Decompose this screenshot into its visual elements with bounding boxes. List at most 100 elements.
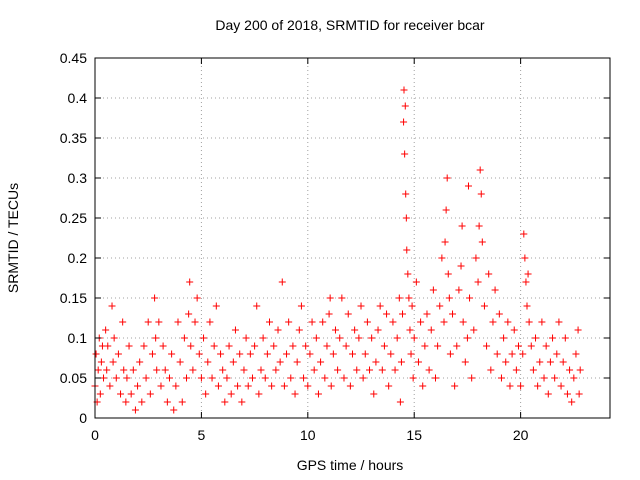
data-point [125, 342, 133, 350]
data-point [240, 366, 248, 374]
data-point [443, 174, 451, 182]
data-point [170, 406, 178, 414]
data-point [287, 374, 295, 382]
y-tick-label: 0.2 [68, 250, 88, 266]
data-point [366, 366, 374, 374]
data-point [200, 334, 208, 342]
data-point [242, 334, 250, 342]
x-tick-label: 20 [513, 427, 529, 443]
data-point [195, 350, 203, 358]
data-point [206, 318, 214, 326]
data-point [159, 342, 167, 350]
data-point [397, 358, 405, 366]
data-point [557, 382, 565, 390]
data-point [323, 342, 331, 350]
data-point [574, 326, 582, 334]
data-point [172, 382, 180, 390]
data-point [506, 382, 514, 390]
x-axis-tick-labels: 0 5 10 15 20 [91, 427, 529, 443]
data-point [399, 310, 407, 318]
data-point [163, 398, 171, 406]
data-point [532, 334, 540, 342]
data-point [566, 366, 574, 374]
data-point [291, 390, 299, 398]
data-point [401, 150, 409, 158]
data-point [94, 366, 102, 374]
data-point [444, 270, 452, 278]
data-point [461, 358, 469, 366]
data-point [304, 382, 312, 390]
data-point [572, 350, 580, 358]
data-point [329, 350, 337, 358]
data-point [327, 382, 335, 390]
data-point [472, 254, 480, 262]
data-point [204, 358, 212, 366]
data-point [441, 238, 449, 246]
data-point [176, 358, 184, 366]
y-tick-label: 0.15 [60, 290, 87, 306]
y-tick-label: 0 [79, 410, 87, 426]
data-point [251, 342, 259, 350]
data-point [353, 366, 361, 374]
data-point [308, 318, 316, 326]
data-point [276, 358, 284, 366]
data-point [359, 374, 367, 382]
data-point [185, 310, 193, 318]
data-point [212, 302, 220, 310]
data-point [193, 294, 201, 302]
data-point [459, 318, 467, 326]
data-point [325, 310, 333, 318]
data-point [119, 318, 127, 326]
data-point [440, 318, 448, 326]
data-point [493, 350, 501, 358]
data-point [372, 358, 380, 366]
y-tick-label: 0.25 [60, 210, 87, 226]
data-point [302, 342, 310, 350]
data-point [140, 342, 148, 350]
data-point [485, 270, 493, 278]
data-point [225, 342, 233, 350]
data-point [529, 366, 537, 374]
data-point [336, 334, 344, 342]
data-point [527, 342, 535, 350]
x-tick-label: 0 [91, 427, 99, 443]
y-tick-label: 0.35 [60, 130, 87, 146]
data-point [231, 326, 239, 334]
data-point [146, 390, 154, 398]
data-point [576, 366, 584, 374]
data-point [502, 358, 510, 366]
data-point [310, 366, 318, 374]
data-point [306, 350, 314, 358]
data-point [500, 334, 508, 342]
data-point [553, 350, 561, 358]
data-point [383, 310, 391, 318]
x-tick-label: 15 [406, 427, 422, 443]
data-point [219, 366, 227, 374]
data-point [131, 406, 139, 414]
x-axis-label: GPS time / hours [297, 457, 404, 473]
data-point [514, 342, 522, 350]
data-point [521, 254, 529, 262]
data-point [540, 374, 548, 382]
y-tick-label: 0.05 [60, 370, 87, 386]
data-point [487, 366, 495, 374]
data-point [402, 214, 410, 222]
data-point [295, 326, 303, 334]
data-point [178, 398, 186, 406]
grid-lines [95, 58, 610, 418]
y-tick-label: 0.4 [68, 90, 88, 106]
data-point [520, 230, 528, 238]
data-point [380, 342, 388, 350]
data-point [152, 334, 160, 342]
y-tick-label: 0.3 [68, 170, 88, 186]
x-tick-label: 5 [198, 427, 206, 443]
data-point [120, 366, 128, 374]
data-point [512, 366, 520, 374]
data-point [144, 318, 152, 326]
data-point [191, 318, 199, 326]
data-point [421, 342, 429, 350]
data-point [474, 278, 482, 286]
data-point [491, 286, 499, 294]
data-point [110, 334, 118, 342]
data-point [478, 238, 486, 246]
